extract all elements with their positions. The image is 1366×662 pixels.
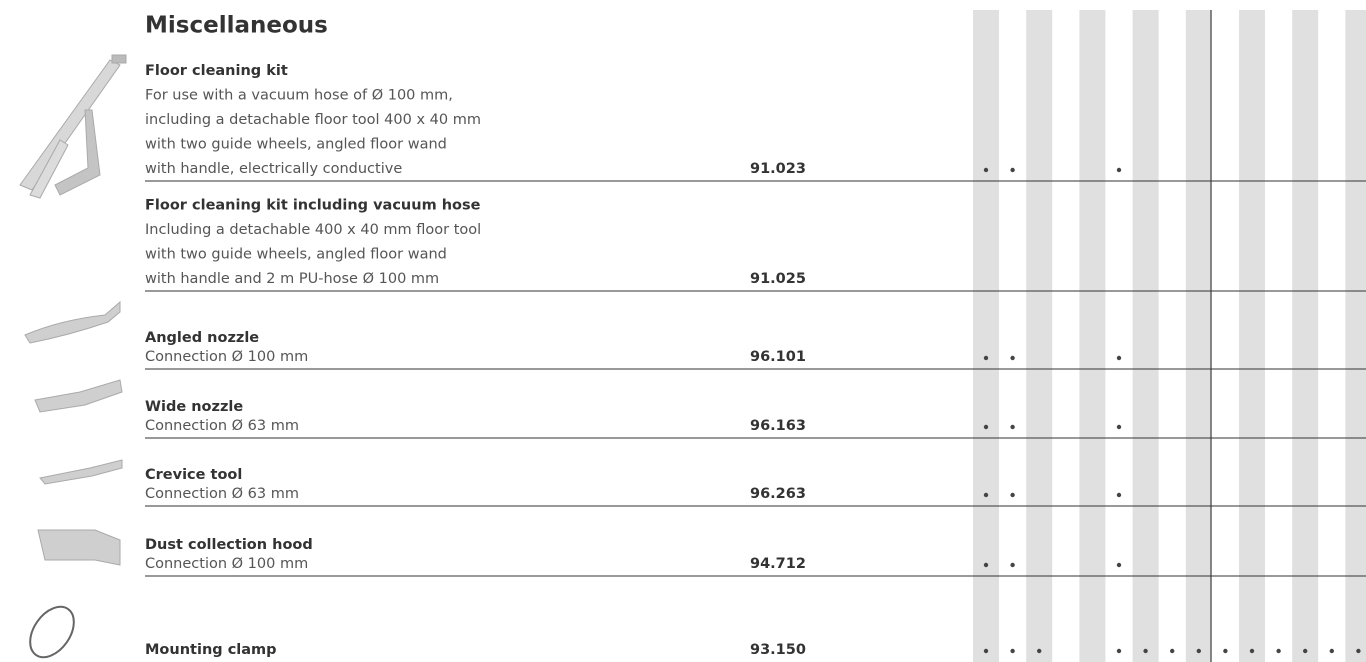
- availability-dot: [1356, 649, 1360, 653]
- wide-nozzle-image: [35, 380, 122, 412]
- availability-dot: [1117, 168, 1121, 172]
- availability-dot: [1276, 649, 1280, 653]
- description-line: Connection Ø 63 mm: [145, 418, 299, 434]
- availability-dot: [1117, 425, 1121, 429]
- availability-dot: [1117, 649, 1121, 653]
- article-code: 91.025: [750, 271, 806, 287]
- product-row: Connection Ø 100 mm Dust collection hood 9…: [145, 537, 1366, 576]
- product-name: Floor cleaning kit including vacuum hose: [145, 198, 481, 214]
- availability-dot: [1117, 493, 1121, 497]
- clamp-image: [21, 599, 83, 662]
- availability-dot: [984, 356, 988, 360]
- product-name: Floor cleaning kit: [145, 63, 288, 79]
- article-code: 94.712: [750, 556, 806, 572]
- article-code: 91.023: [750, 161, 806, 177]
- availability-dot: [1197, 649, 1201, 653]
- product-name: Crevice tool: [145, 467, 242, 483]
- availability-dot: [1010, 356, 1014, 360]
- description-line: with handle, electrically conductive: [145, 161, 402, 177]
- hood-image: [38, 530, 120, 565]
- product-row: Mounting clamp 93.150: [145, 642, 1361, 658]
- document: Miscellaneous For use with a vacuum hose…: [0, 0, 1366, 662]
- availability-dot: [1117, 563, 1121, 567]
- page: Miscellaneous For use with a vacuum hose…: [0, 0, 1366, 662]
- availability-dot: [1010, 493, 1014, 497]
- availability-dot: [1037, 649, 1041, 653]
- availability-dot: [984, 563, 988, 567]
- availability-dot: [1303, 649, 1307, 653]
- description-line: with two guide wheels, angled floor wand: [145, 137, 447, 153]
- product-row: For use with a vacuum hose of Ø 100 mm, i…: [145, 63, 1366, 181]
- availability-dot: [1010, 425, 1014, 429]
- availability-dot: [984, 649, 988, 653]
- availability-dot: [984, 493, 988, 497]
- description-line: Connection Ø 63 mm: [145, 486, 299, 502]
- description-line: Connection Ø 100 mm: [145, 349, 308, 365]
- column-stripes: [973, 10, 1366, 662]
- description-line: including a detachable floor tool 400 x …: [145, 112, 481, 128]
- availability-dot: [1117, 356, 1121, 360]
- availability-dot: [1170, 649, 1174, 653]
- column-stripe: [1292, 10, 1318, 662]
- article-code: 96.163: [750, 418, 806, 434]
- availability-dot: [1330, 649, 1334, 653]
- availability-dot: [1010, 168, 1014, 172]
- column-stripe: [1133, 10, 1159, 662]
- section-title: Miscellaneous: [145, 13, 328, 39]
- product-name: Mounting clamp: [145, 642, 277, 658]
- column-stripe: [1026, 10, 1052, 662]
- description-line: with two guide wheels, angled floor wand: [145, 247, 447, 263]
- product-row: Including a detachable 400 x 40 mm floor…: [145, 198, 1366, 292]
- product-row: Connection Ø 63 mm Crevice tool 96.263: [145, 467, 1366, 506]
- description-line: with handle and 2 m PU-hose Ø 100 mm: [145, 271, 439, 287]
- description-line: For use with a vacuum hose of Ø 100 mm,: [145, 88, 453, 104]
- description-line: Connection Ø 100 mm: [145, 556, 308, 572]
- availability-dot: [1143, 649, 1147, 653]
- product-name: Wide nozzle: [145, 399, 243, 415]
- angled-nozzle-image: [25, 302, 120, 343]
- availability-dot: [1223, 649, 1227, 653]
- product-name: Dust collection hood: [145, 537, 313, 553]
- column-stripe: [1186, 10, 1212, 662]
- product-row: Connection Ø 100 mm Angled nozzle 96.101: [145, 330, 1366, 369]
- floor-kit-image: [20, 55, 126, 198]
- article-code: 93.150: [750, 642, 806, 658]
- column-stripe: [1345, 10, 1366, 662]
- availability-dot: [1010, 563, 1014, 567]
- availability-dot: [1250, 649, 1254, 653]
- crevice-tool-image: [40, 460, 122, 484]
- article-code: 96.101: [750, 349, 806, 365]
- availability-dot: [984, 425, 988, 429]
- rows: For use with a vacuum hose of Ø 100 mm, i…: [145, 63, 1366, 658]
- column-stripe: [1239, 10, 1265, 662]
- product-name: Angled nozzle: [145, 330, 259, 346]
- article-code: 96.263: [750, 486, 806, 502]
- availability-dot: [1010, 649, 1014, 653]
- column-stripe: [1079, 10, 1105, 662]
- product-row: Connection Ø 63 mm Wide nozzle 96.163: [145, 399, 1366, 438]
- description-line: Including a detachable 400 x 40 mm floor…: [145, 222, 481, 238]
- availability-dot: [984, 168, 988, 172]
- product-images: [20, 55, 126, 662]
